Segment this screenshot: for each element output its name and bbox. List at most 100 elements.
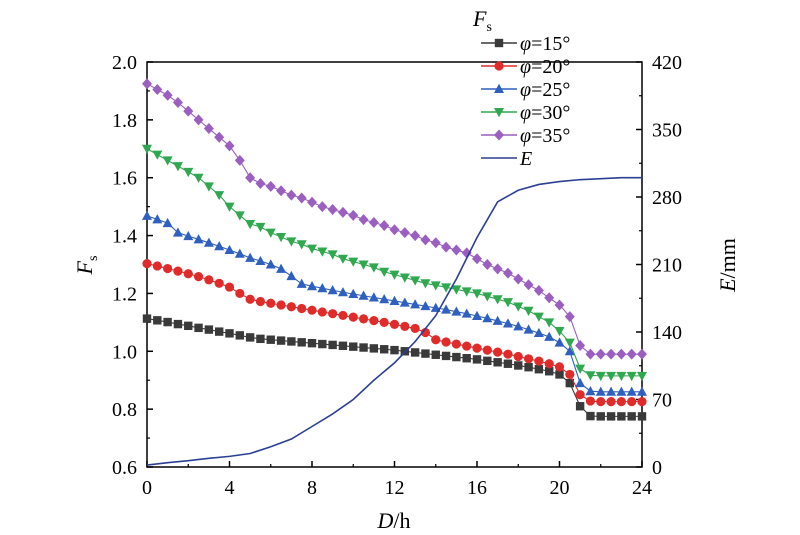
data-point [328, 309, 338, 319]
data-point [142, 210, 152, 220]
data-point [483, 356, 492, 366]
data-point [245, 294, 255, 304]
data-point [286, 189, 297, 201]
data-point [327, 204, 338, 216]
data-point [564, 346, 575, 356]
data-point [379, 345, 389, 354]
data-point [533, 312, 544, 322]
x-tick-label: 8 [307, 477, 317, 499]
data-point [327, 250, 338, 260]
data-point [513, 351, 523, 362]
data-point [585, 348, 596, 360]
y-tick-label: 1.4 [112, 226, 137, 248]
y-axis-label-var: F [72, 260, 97, 275]
data-point [193, 173, 204, 183]
legend-title-sub: s [486, 20, 491, 35]
y2-tick-label: 420 [652, 52, 682, 74]
x-tick-label: 24 [632, 477, 652, 499]
data-point [399, 227, 410, 239]
data-point [626, 371, 637, 382]
data-point [214, 131, 225, 143]
data-point [596, 412, 605, 421]
data-point [204, 325, 214, 334]
data-point [338, 341, 348, 350]
y2-axis-label: E/mm [715, 238, 740, 293]
data-point [544, 331, 555, 341]
legend-label-var: φ [520, 56, 531, 78]
data-point [358, 214, 369, 226]
data-point [441, 283, 452, 293]
data-point [276, 263, 287, 273]
data-point [286, 270, 297, 281]
legend: Fs φ=15°φ=20°φ=25°φ=30°φ=35°E [472, 6, 570, 170]
data-point [390, 345, 399, 355]
data-point [554, 299, 565, 311]
data-point [616, 348, 627, 360]
data-point [348, 257, 359, 267]
data-point [265, 180, 276, 192]
data-point [451, 285, 462, 295]
data-point [523, 354, 534, 364]
y2-axis-ticks: 0 70 140 210 280 350 420 [636, 52, 682, 479]
data-point [369, 344, 379, 353]
data-point [482, 259, 493, 270]
data-point [637, 397, 647, 407]
data-point [389, 224, 400, 236]
data-point [162, 156, 173, 166]
data-point [595, 371, 606, 382]
data-point [399, 273, 410, 283]
data-point [183, 167, 194, 178]
data-point [203, 182, 214, 192]
data-point [255, 178, 266, 189]
data-point [564, 338, 575, 348]
data-point [153, 316, 162, 325]
data-point [245, 172, 256, 184]
data-point [472, 343, 482, 353]
data-point [533, 285, 544, 297]
data-point [162, 89, 173, 101]
data-point [358, 260, 369, 270]
y2-tick-label: 280 [652, 187, 682, 209]
legend-swatch-marker [494, 61, 504, 71]
x-tick-label: 16 [467, 477, 487, 499]
data-point [379, 219, 390, 231]
data-point [544, 367, 554, 376]
data-point [502, 298, 513, 308]
data-point [575, 340, 586, 351]
data-point [441, 351, 451, 361]
x-tick-label: 0 [142, 477, 152, 499]
data-point [462, 341, 472, 351]
data-point [626, 386, 637, 396]
data-point [276, 233, 287, 243]
data-point [606, 386, 617, 396]
data-point [368, 217, 379, 229]
legend-label-value: =35° [531, 125, 570, 147]
data-point [493, 358, 502, 367]
data-point [307, 305, 317, 315]
data-point [348, 312, 358, 322]
y2-tick-label: 70 [652, 390, 672, 412]
data-point [421, 349, 430, 358]
y2-tick-label: 210 [652, 255, 682, 277]
data-point [595, 348, 606, 360]
data-point [276, 300, 286, 310]
data-point [410, 348, 420, 357]
y-tick-label: 0.6 [112, 457, 137, 479]
y-axis-label: Fs [72, 256, 101, 276]
legend-label-value: =20° [531, 56, 570, 78]
data-point [255, 255, 266, 266]
data-point [173, 266, 183, 276]
data-point [482, 345, 492, 355]
data-point [513, 273, 524, 285]
data-point [359, 343, 368, 352]
data-point [193, 272, 204, 282]
data-point [627, 397, 637, 407]
y2-tick-label: 350 [652, 120, 682, 142]
legend-label-value: =25° [531, 79, 570, 101]
data-point [544, 292, 555, 304]
data-point [235, 288, 245, 299]
data-point [338, 310, 348, 321]
data-point [307, 280, 317, 291]
data-point [482, 292, 493, 302]
